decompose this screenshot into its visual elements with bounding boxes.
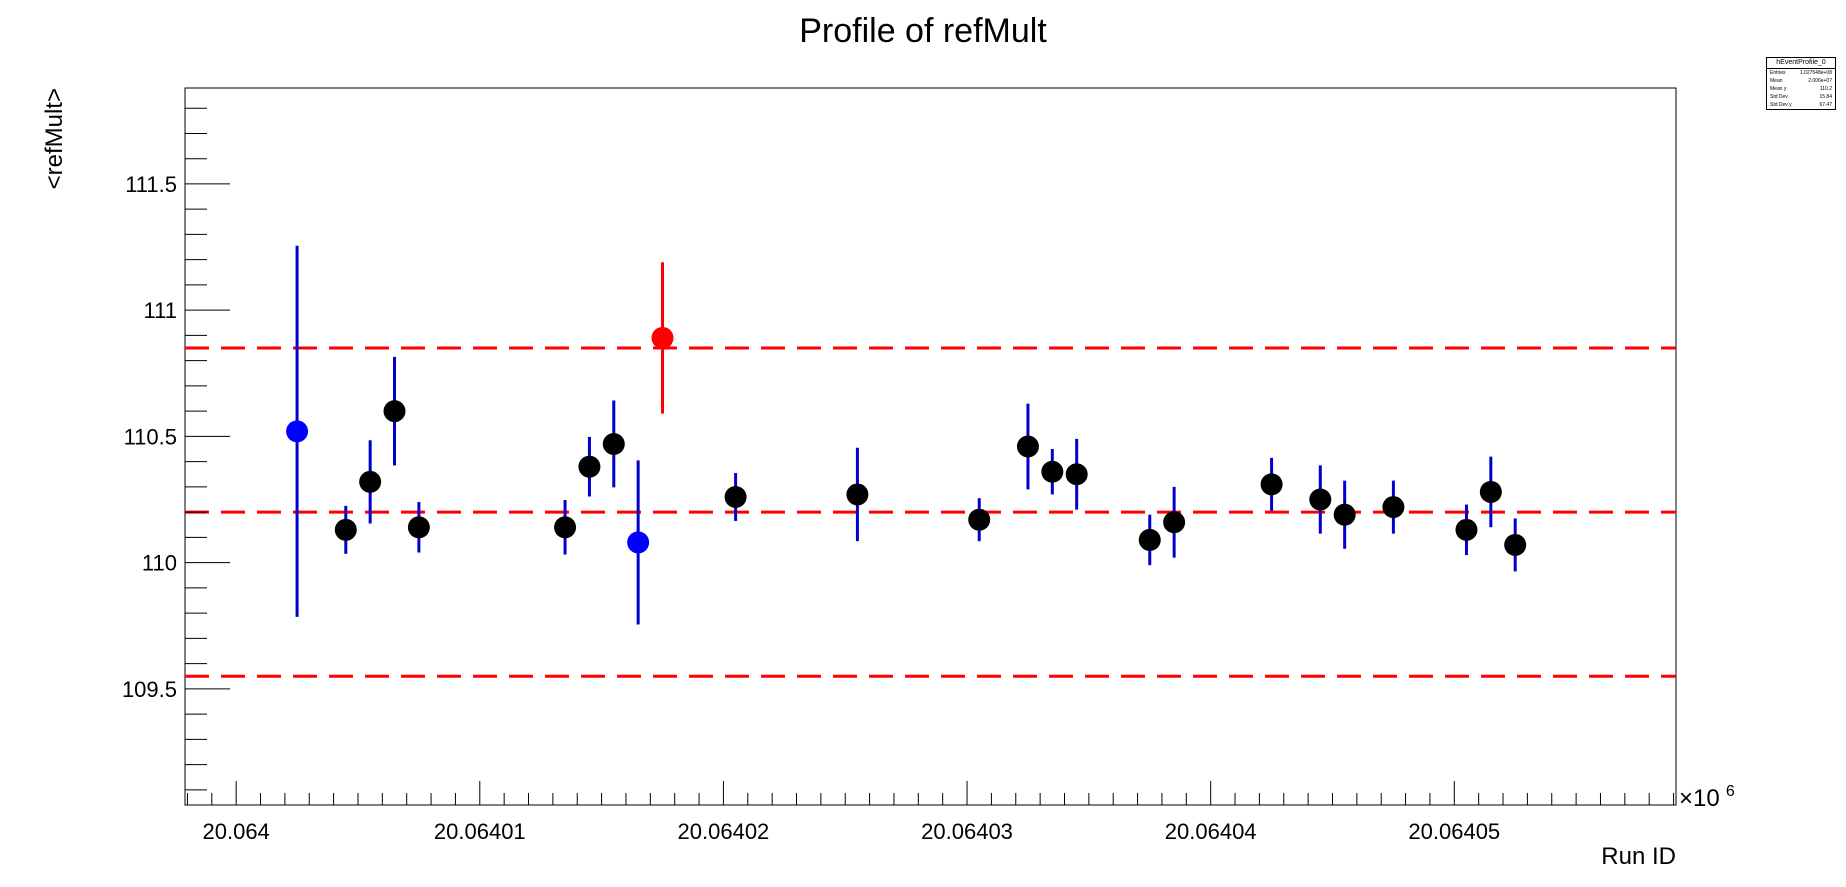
x-multiplier-exponent: 6 bbox=[1726, 783, 1735, 800]
data-point-16 bbox=[1138, 514, 1161, 566]
y-tick-label: 111 bbox=[144, 298, 177, 323]
marker bbox=[1479, 480, 1502, 503]
stat-row-std-dev: Std Dev 15.84 bbox=[1767, 93, 1835, 101]
chart-title: Profile of refMult bbox=[799, 12, 1047, 50]
stat-box-title: hEventProfile_0 bbox=[1767, 58, 1835, 69]
stat-row-std-dev-y: Std Dev y 67.47 bbox=[1767, 101, 1835, 109]
marker bbox=[651, 326, 674, 349]
marker bbox=[554, 516, 577, 539]
stat-label: Std Dev y bbox=[1770, 102, 1792, 108]
data-point-20 bbox=[1333, 480, 1356, 549]
x-tick-label: 20.06403 bbox=[921, 819, 1013, 844]
marker bbox=[1016, 435, 1039, 458]
data-point-11 bbox=[846, 447, 869, 542]
stat-row-entries: Entries 1.027548e+08 bbox=[1767, 69, 1835, 77]
stat-value: 1.027548e+08 bbox=[1799, 70, 1832, 76]
stat-box: hEventProfile_0 Entries 1.027548e+08 Mea… bbox=[1766, 57, 1836, 110]
data-point-21 bbox=[1382, 480, 1405, 534]
marker bbox=[407, 516, 430, 539]
stat-label: Mean y bbox=[1770, 86, 1787, 92]
marker bbox=[1041, 460, 1064, 483]
marker bbox=[1260, 473, 1283, 496]
marker bbox=[968, 508, 991, 531]
marker bbox=[334, 518, 357, 541]
data-point-14 bbox=[1041, 449, 1064, 495]
marker bbox=[1504, 533, 1527, 556]
marker bbox=[359, 470, 382, 493]
plot-frame bbox=[184, 87, 1677, 806]
data-point-12 bbox=[968, 498, 991, 542]
data-point-13 bbox=[1016, 403, 1039, 490]
data-point-24 bbox=[1504, 518, 1527, 572]
data-point-8 bbox=[627, 460, 650, 625]
stat-value: 2.006e+07 bbox=[1808, 78, 1832, 84]
x-tick-label: 20.06404 bbox=[1165, 819, 1257, 844]
marker bbox=[627, 531, 650, 554]
marker bbox=[286, 420, 309, 443]
data-point-1 bbox=[334, 505, 357, 554]
marker bbox=[1455, 518, 1478, 541]
x-axis-title: Run ID bbox=[1601, 843, 1676, 870]
data-point-4 bbox=[407, 502, 430, 553]
y-tick-label: 110 bbox=[142, 551, 177, 576]
marker bbox=[578, 455, 601, 478]
data-point-15 bbox=[1065, 438, 1088, 510]
marker bbox=[724, 485, 747, 508]
data-point-19 bbox=[1309, 465, 1332, 534]
x-tick-label: 20.06402 bbox=[678, 819, 770, 844]
marker bbox=[1163, 511, 1186, 534]
stat-row-mean: Mean 2.006e+07 bbox=[1767, 77, 1835, 85]
stat-value: 67.47 bbox=[1819, 102, 1832, 108]
data-point-10 bbox=[724, 473, 747, 521]
data-point-9 bbox=[651, 262, 674, 414]
data-point-18 bbox=[1260, 457, 1283, 511]
stat-label: Entries bbox=[1770, 70, 1786, 76]
x-multiplier-base: ×10 bbox=[1679, 785, 1720, 812]
y-tick-label: 110.5 bbox=[124, 424, 177, 449]
data-point-2 bbox=[359, 440, 382, 524]
y-tick-label: 111.5 bbox=[125, 172, 177, 197]
stat-label: Mean bbox=[1770, 78, 1783, 84]
marker bbox=[602, 432, 625, 455]
marker bbox=[846, 483, 869, 506]
data-point-22 bbox=[1455, 504, 1478, 556]
stat-value: 110.2 bbox=[1819, 86, 1832, 92]
marker bbox=[1333, 503, 1356, 526]
marker bbox=[383, 400, 406, 423]
stat-row-mean-y: Mean y 110.2 bbox=[1767, 85, 1835, 93]
stat-value: 15.84 bbox=[1819, 94, 1832, 100]
data-point-23 bbox=[1479, 456, 1502, 528]
stat-label: Std Dev bbox=[1770, 94, 1788, 100]
marker bbox=[1309, 488, 1332, 511]
data-point-17 bbox=[1163, 486, 1186, 558]
data-points bbox=[286, 245, 1527, 625]
marker bbox=[1065, 463, 1088, 486]
x-tick-label: 20.06401 bbox=[434, 819, 526, 844]
y-axis: 109.5 110 110.5 111 111.5 bbox=[122, 107, 230, 791]
data-point-5 bbox=[554, 500, 577, 555]
data-point-3 bbox=[383, 356, 406, 466]
y-axis-title: <refMult> bbox=[41, 88, 68, 189]
reference-lines bbox=[185, 346, 1676, 678]
data-point-0 bbox=[286, 245, 309, 617]
x-tick-label: 20.064 bbox=[203, 819, 270, 844]
marker bbox=[1138, 528, 1161, 551]
x-axis-multiplier: ×10 6 bbox=[1679, 783, 1735, 812]
x-tick-label: 20.06405 bbox=[1408, 819, 1500, 844]
marker bbox=[1382, 496, 1405, 519]
y-tick-label: 109.5 bbox=[122, 677, 177, 702]
x-axis: 20.064 20.06401 20.06402 20.06403 20.06404 20… bbox=[186, 781, 1675, 844]
data-point-6 bbox=[578, 436, 601, 497]
data-point-7 bbox=[602, 400, 625, 488]
